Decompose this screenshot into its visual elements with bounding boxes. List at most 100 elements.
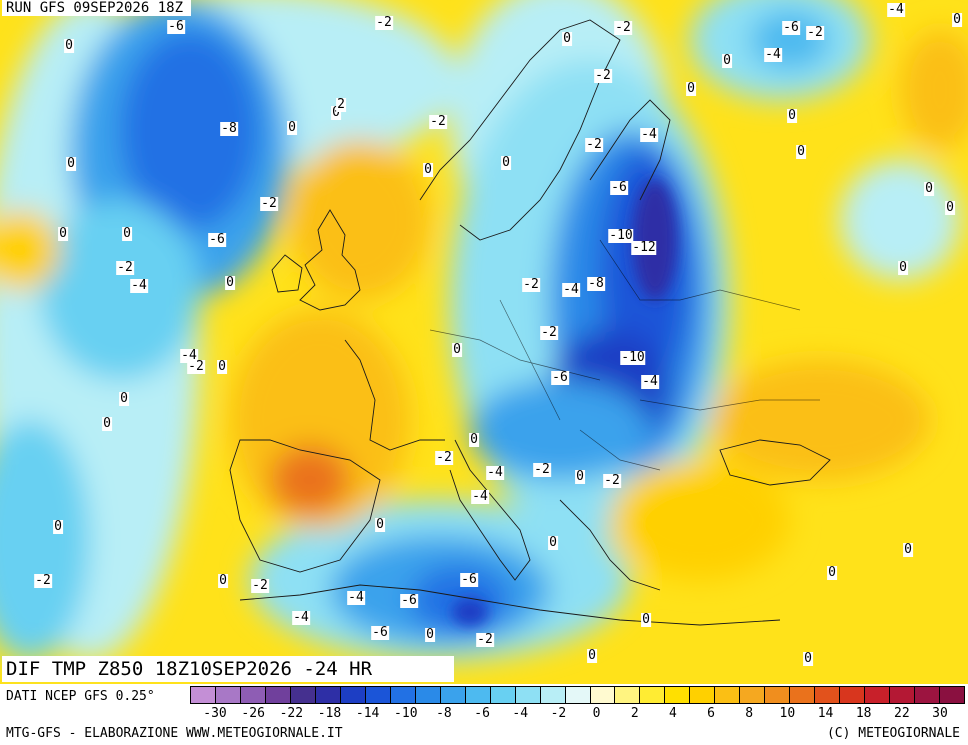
color-scale-cell	[640, 687, 666, 703]
contour-label: -2	[806, 25, 824, 40]
contour-label: -4	[180, 348, 198, 363]
color-scale-cell	[315, 687, 341, 703]
color-scale-cell	[465, 687, 491, 703]
footer: DATI NCEP GFS 0.25° -30 -26 -22 -18 -14 -10 -8…	[0, 684, 968, 745]
contour-label: -8	[587, 276, 605, 291]
contour-label: 2	[336, 97, 346, 112]
contour-label: 0	[952, 12, 962, 27]
contour-label: 0	[548, 535, 558, 550]
contour-label: 0	[501, 155, 511, 170]
color-scale-tick: 30	[932, 706, 948, 721]
contour-label: -4	[292, 610, 310, 625]
contour-label: 0	[102, 416, 112, 431]
contour-label: -10	[620, 350, 646, 365]
contour-label: -6	[167, 19, 185, 34]
contour-label: 0	[945, 200, 955, 215]
color-scale-cell	[240, 687, 266, 703]
contour-label: 0	[722, 53, 732, 68]
color-scale-tick: 14	[817, 706, 834, 721]
contour-label: 0	[66, 156, 76, 171]
contour-label: -2	[375, 15, 393, 30]
color-scale-tick: -26	[241, 706, 265, 721]
contour-label: 0	[641, 612, 651, 627]
color-scale-cell	[940, 687, 965, 703]
temperature-difference-map	[0, 0, 968, 684]
contour-label: 0	[119, 391, 129, 406]
contour-label: 0	[423, 162, 433, 177]
contour-label: 0	[375, 517, 385, 532]
contour-label: 0	[331, 105, 341, 120]
credit-right: (C) METEOGIORNALE	[826, 726, 960, 741]
color-scale-cell	[665, 687, 691, 703]
color-scale-cell	[615, 687, 641, 703]
contour-label: -2	[614, 20, 632, 35]
credit-left: MTG-GFS - ELABORAZIONE WWW.METEOGIORNALE…	[6, 726, 343, 741]
color-scale-ticks: -30 -26 -22 -18 -14 -10 -8 -6 -4 -2 0 2 4 6 8 10 14 18 22 3…	[0, 706, 968, 722]
contour-label: 0	[122, 226, 132, 241]
contour-label: -2	[187, 359, 205, 374]
contour-label: -2	[594, 68, 612, 83]
color-scale-tick: 8	[745, 706, 754, 721]
contour-label: -2	[476, 632, 494, 647]
color-scale-tick: 4	[668, 706, 677, 721]
color-scale-cell	[715, 687, 741, 703]
contour-label: -4	[347, 590, 365, 605]
contour-label: 0	[903, 542, 913, 557]
contour-label: 0	[53, 519, 63, 534]
color-scale-tick: 18	[855, 706, 872, 721]
color-scale-tick: 22	[894, 706, 910, 721]
contour-label: -4	[471, 489, 489, 504]
contour-label: -2	[435, 450, 453, 465]
contour-label: 0	[225, 275, 235, 290]
color-scale-cell	[390, 687, 416, 703]
country-borders	[429, 239, 820, 471]
contour-label: 0	[64, 38, 74, 53]
color-scale-cell	[515, 687, 541, 703]
coastlines	[229, 19, 831, 626]
data-source: DATI NCEP GFS 0.25°	[6, 689, 155, 704]
color-scale-cell	[265, 687, 291, 703]
color-scale-tick: 10	[779, 706, 796, 721]
contour-label: 0	[575, 469, 585, 484]
contour-label: -4	[130, 278, 148, 293]
contour-label: -4	[764, 47, 782, 62]
contour-label: 0	[562, 31, 572, 46]
color-scale-cell	[740, 687, 766, 703]
contour-label: -6	[371, 625, 389, 640]
color-scale-cell	[540, 687, 566, 703]
color-scale-cell	[565, 687, 591, 703]
contour-label: 0	[796, 144, 806, 159]
color-scale-cell	[865, 687, 891, 703]
contour-label: 0	[686, 81, 696, 96]
contour-label: -4	[640, 127, 658, 142]
contour-label: -4	[641, 374, 659, 389]
contour-label: 0	[452, 342, 462, 357]
contour-label: -6	[610, 180, 628, 195]
contour-label: 0	[425, 627, 435, 642]
contour-label: -2	[540, 325, 558, 340]
contour-label: 0	[217, 359, 227, 374]
contour-label: -4	[887, 2, 905, 17]
color-scale-tick: -18	[317, 706, 342, 721]
color-scale-tick: -30	[203, 706, 227, 721]
color-scale-cell	[590, 687, 616, 703]
contour-label: 0	[924, 181, 934, 196]
map-title: DIF TMP Z850 18Z10SEP2026 -24 HR	[2, 656, 454, 682]
color-scale-cell	[690, 687, 716, 703]
contour-label: -2	[522, 277, 540, 292]
contour-label: -6	[460, 572, 478, 587]
color-scale-tick: -2	[550, 706, 567, 721]
contour-label: -2	[429, 114, 447, 129]
run-label: RUN GFS 09SEP2026 18Z	[2, 0, 192, 16]
contour-label: -2	[116, 260, 134, 275]
color-scale-cell	[365, 687, 391, 703]
contour-label: 0	[787, 108, 797, 123]
contour-label: -6	[551, 370, 569, 385]
color-scale-tick: 2	[630, 706, 639, 721]
contour-label: -2	[585, 137, 603, 152]
color-scale-tick: -14	[355, 706, 380, 721]
contour-label: -2	[260, 196, 278, 211]
color-scale-cell	[840, 687, 866, 703]
color-scale-tick: -4	[512, 706, 529, 721]
color-scale-tick: -10	[394, 706, 418, 721]
